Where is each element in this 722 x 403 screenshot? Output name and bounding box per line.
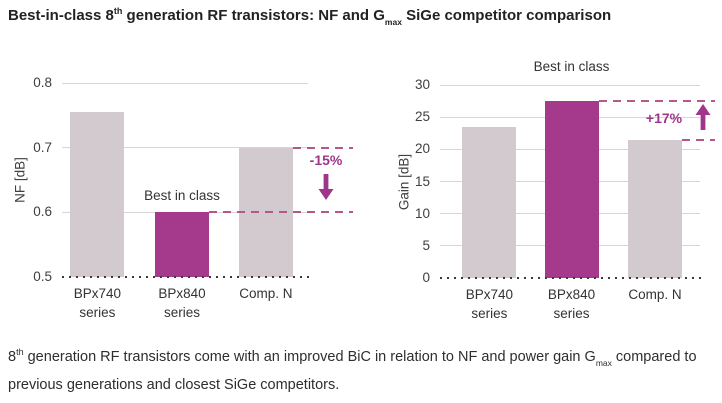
annotation-percent-label: -15%: [309, 152, 343, 168]
y-axis-label: NF [dB]: [12, 157, 28, 203]
gridline: [440, 84, 700, 86]
category-line: series: [553, 306, 590, 321]
category-line: series: [471, 306, 508, 321]
bar-bpx840: [155, 212, 210, 277]
category-line: BPx740: [465, 287, 514, 302]
annotation-dashed-line: [682, 138, 715, 141]
best-in-class-label: Best in class: [533, 59, 610, 74]
gridline: [62, 82, 308, 84]
annotation-percent-label: +17%: [645, 110, 683, 126]
axis-baseline: [62, 276, 311, 278]
y-tick-label: 25: [414, 109, 430, 125]
gain-chart: Gain [dB] 30 25 20 15 10 5 0 BPx740 series BPx840 s…: [380, 55, 722, 340]
annotation-dashed-line: [209, 211, 353, 214]
x-category-label: BPx740 series: [37, 284, 157, 322]
gridline: [62, 147, 308, 149]
axis-baseline: [440, 277, 703, 279]
x-category-label: BPx840 series: [122, 284, 242, 322]
y-tick-label: 0.5: [33, 269, 52, 284]
y-tick-label: 0: [422, 270, 430, 285]
category-line: BPx840: [158, 286, 206, 301]
y-tick-label: 15: [414, 173, 430, 189]
y-tick-label: 0.7: [33, 139, 52, 155]
category-line: series: [164, 305, 201, 320]
category-line: series: [79, 305, 116, 320]
x-category-label: BPx840 series: [512, 285, 632, 323]
nf-chart: NF [dB] 0.8 0.7 0.6 0.5 BPx740 series BPx840 ser…: [0, 55, 370, 340]
plot-area: [62, 82, 353, 278]
x-category-label: Comp. N: [595, 285, 715, 304]
title-text: SiGe competitor comparison: [401, 7, 612, 24]
caption-text: compared to previous generations and clo…: [8, 349, 697, 393]
bar-bpx840: [544, 101, 599, 278]
annotation-dashed-line: [598, 100, 715, 103]
title-subscript: max: [384, 17, 402, 27]
category-line: BPx740: [73, 286, 122, 301]
down-arrow-icon: [318, 174, 334, 205]
title-text: generation RF transistors: NF and G: [122, 7, 385, 24]
caption-subscript: max: [595, 358, 612, 368]
y-tick-label: 5: [422, 237, 430, 253]
bar-comp-n: [628, 139, 683, 278]
y-tick-label: 0.8: [33, 75, 52, 90]
best-in-class-label: Best in class: [144, 188, 220, 204]
x-category-label: BPx740 series: [429, 285, 549, 323]
bar-bpx740: [70, 112, 125, 277]
y-tick-label: 20: [414, 141, 430, 157]
figure-caption: 8th generation RF transistors come with …: [8, 344, 716, 399]
category-line: Comp. N: [628, 287, 682, 302]
caption-superscript: th: [16, 347, 24, 357]
y-tick-label: 10: [414, 205, 430, 221]
caption-text: 8: [8, 349, 17, 365]
category-line: BPx840: [547, 287, 596, 302]
y-tick-label: 30: [414, 77, 430, 92]
caption-text: generation RF transistors come with an i…: [23, 349, 596, 365]
category-line: Comp. N: [239, 286, 293, 301]
title-text: Best-in-class 8: [8, 7, 114, 24]
title-superscript: th: [113, 6, 123, 16]
x-category-label: Comp. N: [206, 284, 326, 303]
up-arrow-icon: [695, 104, 711, 135]
annotation-dashed-line: [292, 146, 353, 149]
bar-bpx740: [462, 126, 517, 278]
plot-area: [440, 84, 715, 279]
y-tick-label: 0.6: [33, 204, 52, 220]
figure-title: Best-in-class 8th generation RF transist…: [8, 6, 714, 27]
